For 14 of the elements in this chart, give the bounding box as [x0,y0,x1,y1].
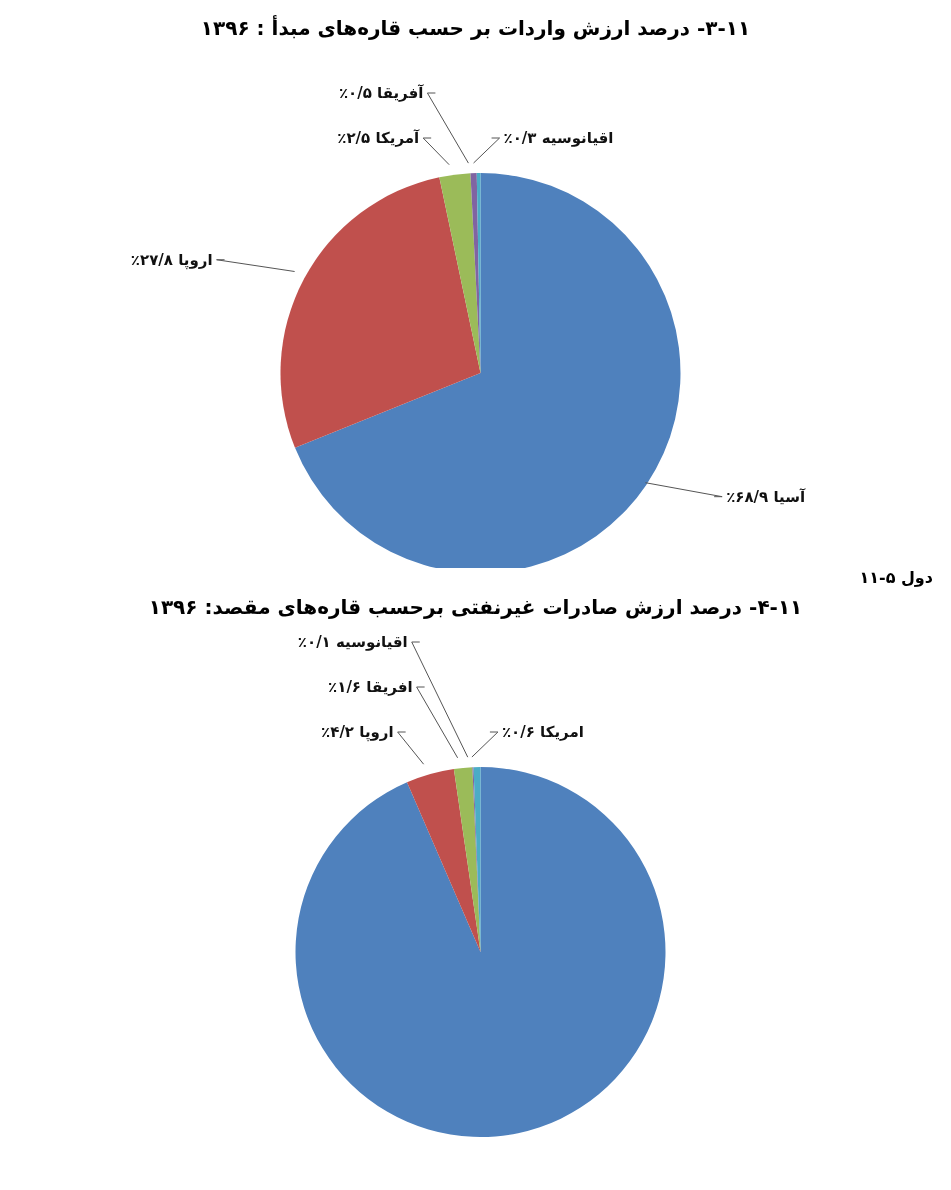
slice-label: آسیا ۶۸/۹٪ [726,487,806,506]
slice-label: اروپا ۴/۲٪ [321,723,394,743]
slice-label: اقیانوسیه ۰/۳٪ [503,129,614,148]
slice-label: اقیانوسیه ۰/۱٪ [297,633,408,652]
text: دول ۵-۱۱ [858,568,934,587]
slice-label: افریقا ۱/۶٪ [328,678,413,697]
slice-label: اروپا ۲۷/۸٪ [130,250,213,270]
slice-label: امریکا ۰/۶٪ [501,723,584,742]
chart-title: ۴-۱۱- درصد ارزش صادرات غیرنفتی برحسب قاره‌های مقصد: ۱۳۹۶ [147,594,804,621]
pie-slice [295,767,666,1137]
chart-title: ۳-۱۱- درصد ارزش واردات بر حسب قاره‌های مبدأ : ۱۳۹۶ [199,14,752,42]
slice-label: آفریقا ۰/۵٪ [338,84,425,103]
pie-slice [407,768,481,952]
slice-label: آمریکا ۲/۵٪ [337,129,421,148]
